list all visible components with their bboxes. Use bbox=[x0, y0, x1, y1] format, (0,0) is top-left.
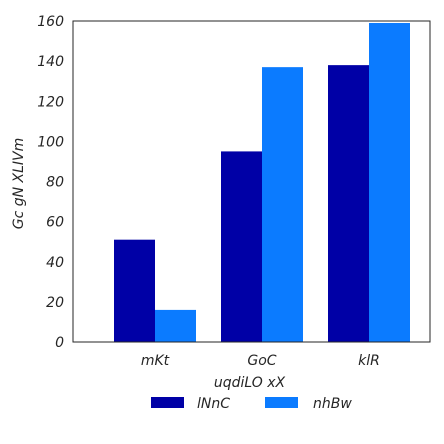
y-tick-label: 100 bbox=[37, 134, 64, 150]
y-axis-title: Gc gN XLIVm bbox=[11, 138, 27, 230]
x-axis-title: uqdiLO xX bbox=[214, 375, 286, 391]
legend: lNnC nhBw bbox=[151, 396, 352, 412]
legend-swatch-nhBw bbox=[265, 397, 298, 408]
y-tick-label: 140 bbox=[37, 54, 64, 70]
legend-label-nhBw: nhBw bbox=[313, 396, 352, 412]
y-axis-ticks: 0 20 40 60 80 100 120 140 160 bbox=[37, 14, 64, 351]
x-tick-label: klR bbox=[358, 353, 380, 369]
y-tick-label: 0 bbox=[55, 335, 64, 351]
y-tick-label: 80 bbox=[46, 175, 64, 191]
y-tick-label: 160 bbox=[37, 14, 64, 30]
y-tick-label: 60 bbox=[46, 215, 64, 231]
bar-nhBw-klR bbox=[369, 23, 410, 342]
bar-nhBw-mKt bbox=[155, 309, 196, 342]
x-axis-ticks: mKt GoC klR bbox=[141, 353, 380, 369]
y-tick-label: 120 bbox=[37, 94, 64, 110]
bars-layer bbox=[114, 23, 410, 343]
legend-label-lNnC: lNnC bbox=[197, 396, 230, 412]
legend-swatch-lNnC bbox=[151, 397, 184, 408]
bar-lNnC-mKt bbox=[114, 239, 155, 342]
plot-frame bbox=[72, 20, 431, 343]
x-tick-label: mKt bbox=[141, 353, 170, 369]
x-tick-label: GoC bbox=[247, 353, 276, 369]
y-tick-label: 40 bbox=[46, 255, 64, 271]
bar-lNnC-klR bbox=[328, 65, 369, 342]
y-tick-label: 20 bbox=[46, 295, 64, 311]
bar-lNnC-GoC bbox=[221, 151, 262, 342]
bar-nhBw-GoC bbox=[262, 67, 303, 343]
